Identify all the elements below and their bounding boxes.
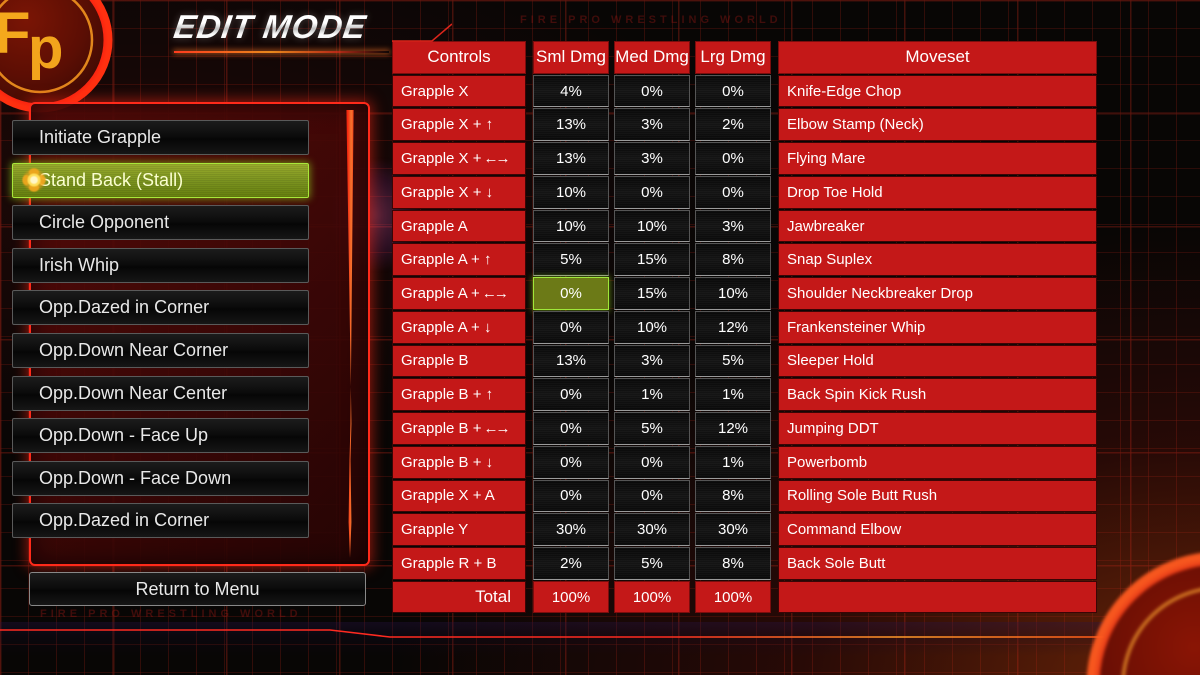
svg-text:p: p — [28, 16, 63, 81]
svg-text:F: F — [0, 1, 30, 66]
